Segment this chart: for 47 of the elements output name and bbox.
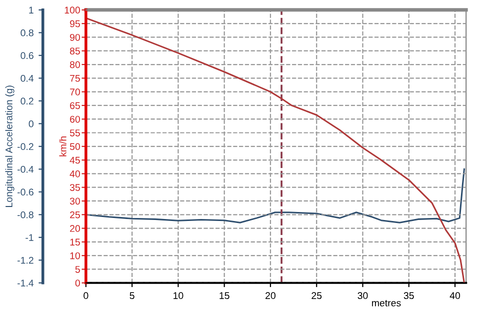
- x-tick-label: 10: [174, 292, 184, 300]
- y2-tick-label: 55: [70, 130, 80, 136]
- y2-tick-label: 50: [70, 143, 80, 150]
- x-tick-label: 5: [130, 292, 134, 300]
- y2-tick-label: 5: [75, 266, 80, 273]
- x-axis-title: metres: [372, 300, 401, 306]
- x-tick-label: 35: [404, 292, 414, 300]
- y2-tick-label: 65: [70, 102, 80, 110]
- y-tick-label: 1: [29, 6, 34, 14]
- y2-tick-label: 15: [70, 238, 80, 246]
- x-tick-label: 15: [220, 292, 230, 300]
- y-tick-label: 0: [28, 120, 34, 128]
- y2-tick-label: 0: [75, 280, 80, 286]
- y-axis-title: Longitudinal Acceleration (g): [5, 86, 14, 207]
- y2-tick-label: 75: [70, 74, 80, 82]
- y-tick-label: -0.6: [18, 188, 34, 196]
- line-series: [86, 168, 465, 224]
- y-tick-label: -0.8: [18, 211, 34, 218]
- y2-tick-label: 40: [70, 170, 80, 178]
- y-tick-label: 0.4: [20, 74, 34, 82]
- y-tick-label: -0.2: [18, 143, 34, 150]
- y-tick-label: 0.8: [20, 29, 34, 36]
- y-tick-label: -1.4: [18, 280, 34, 286]
- y2-tick-label: 45: [70, 156, 80, 164]
- y2-tick-label: 60: [70, 116, 80, 123]
- y2-tick-label: 30: [70, 198, 80, 205]
- y2-axis-title: km/h: [59, 136, 66, 156]
- y-tick-label: -1.2: [18, 256, 34, 264]
- x-tick-label: 40: [450, 292, 460, 300]
- y-tick-label: 0.2: [20, 98, 34, 105]
- y2-tick-label: 95: [70, 20, 80, 28]
- y2-tick-label: 20: [70, 225, 80, 232]
- y-tick-label: -1: [26, 234, 34, 241]
- y2-tick-label: 90: [70, 34, 80, 41]
- y-tick-label: 0.6: [20, 52, 34, 60]
- y-tick-label: -0.4: [18, 166, 34, 173]
- y2-tick-label: 85: [70, 48, 80, 54]
- y2-tick-label: 80: [70, 61, 80, 68]
- x-tick-label: 20: [266, 292, 276, 300]
- y2-tick-label: 70: [70, 88, 80, 96]
- y2-tick-label: 35: [70, 184, 80, 191]
- y2-tick-label: 100: [64, 6, 80, 14]
- x-tick-label: 30: [358, 292, 368, 300]
- y2-tick-label: 25: [70, 211, 80, 218]
- y2-tick-label: 10: [70, 252, 80, 260]
- x-tick-label: 0: [84, 292, 88, 300]
- x-tick-label: 25: [312, 292, 322, 300]
